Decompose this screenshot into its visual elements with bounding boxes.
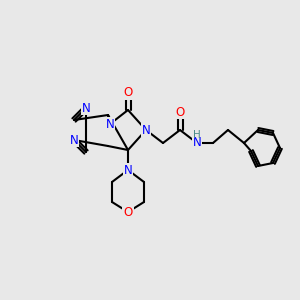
Text: N: N bbox=[70, 134, 78, 146]
Text: N: N bbox=[193, 136, 201, 149]
Text: N: N bbox=[124, 164, 132, 176]
Text: O: O bbox=[123, 206, 133, 218]
Text: N: N bbox=[142, 124, 150, 136]
Text: N: N bbox=[82, 101, 90, 115]
Text: N: N bbox=[106, 118, 114, 130]
Text: O: O bbox=[123, 86, 133, 100]
Text: O: O bbox=[176, 106, 184, 118]
Text: H: H bbox=[193, 130, 201, 140]
